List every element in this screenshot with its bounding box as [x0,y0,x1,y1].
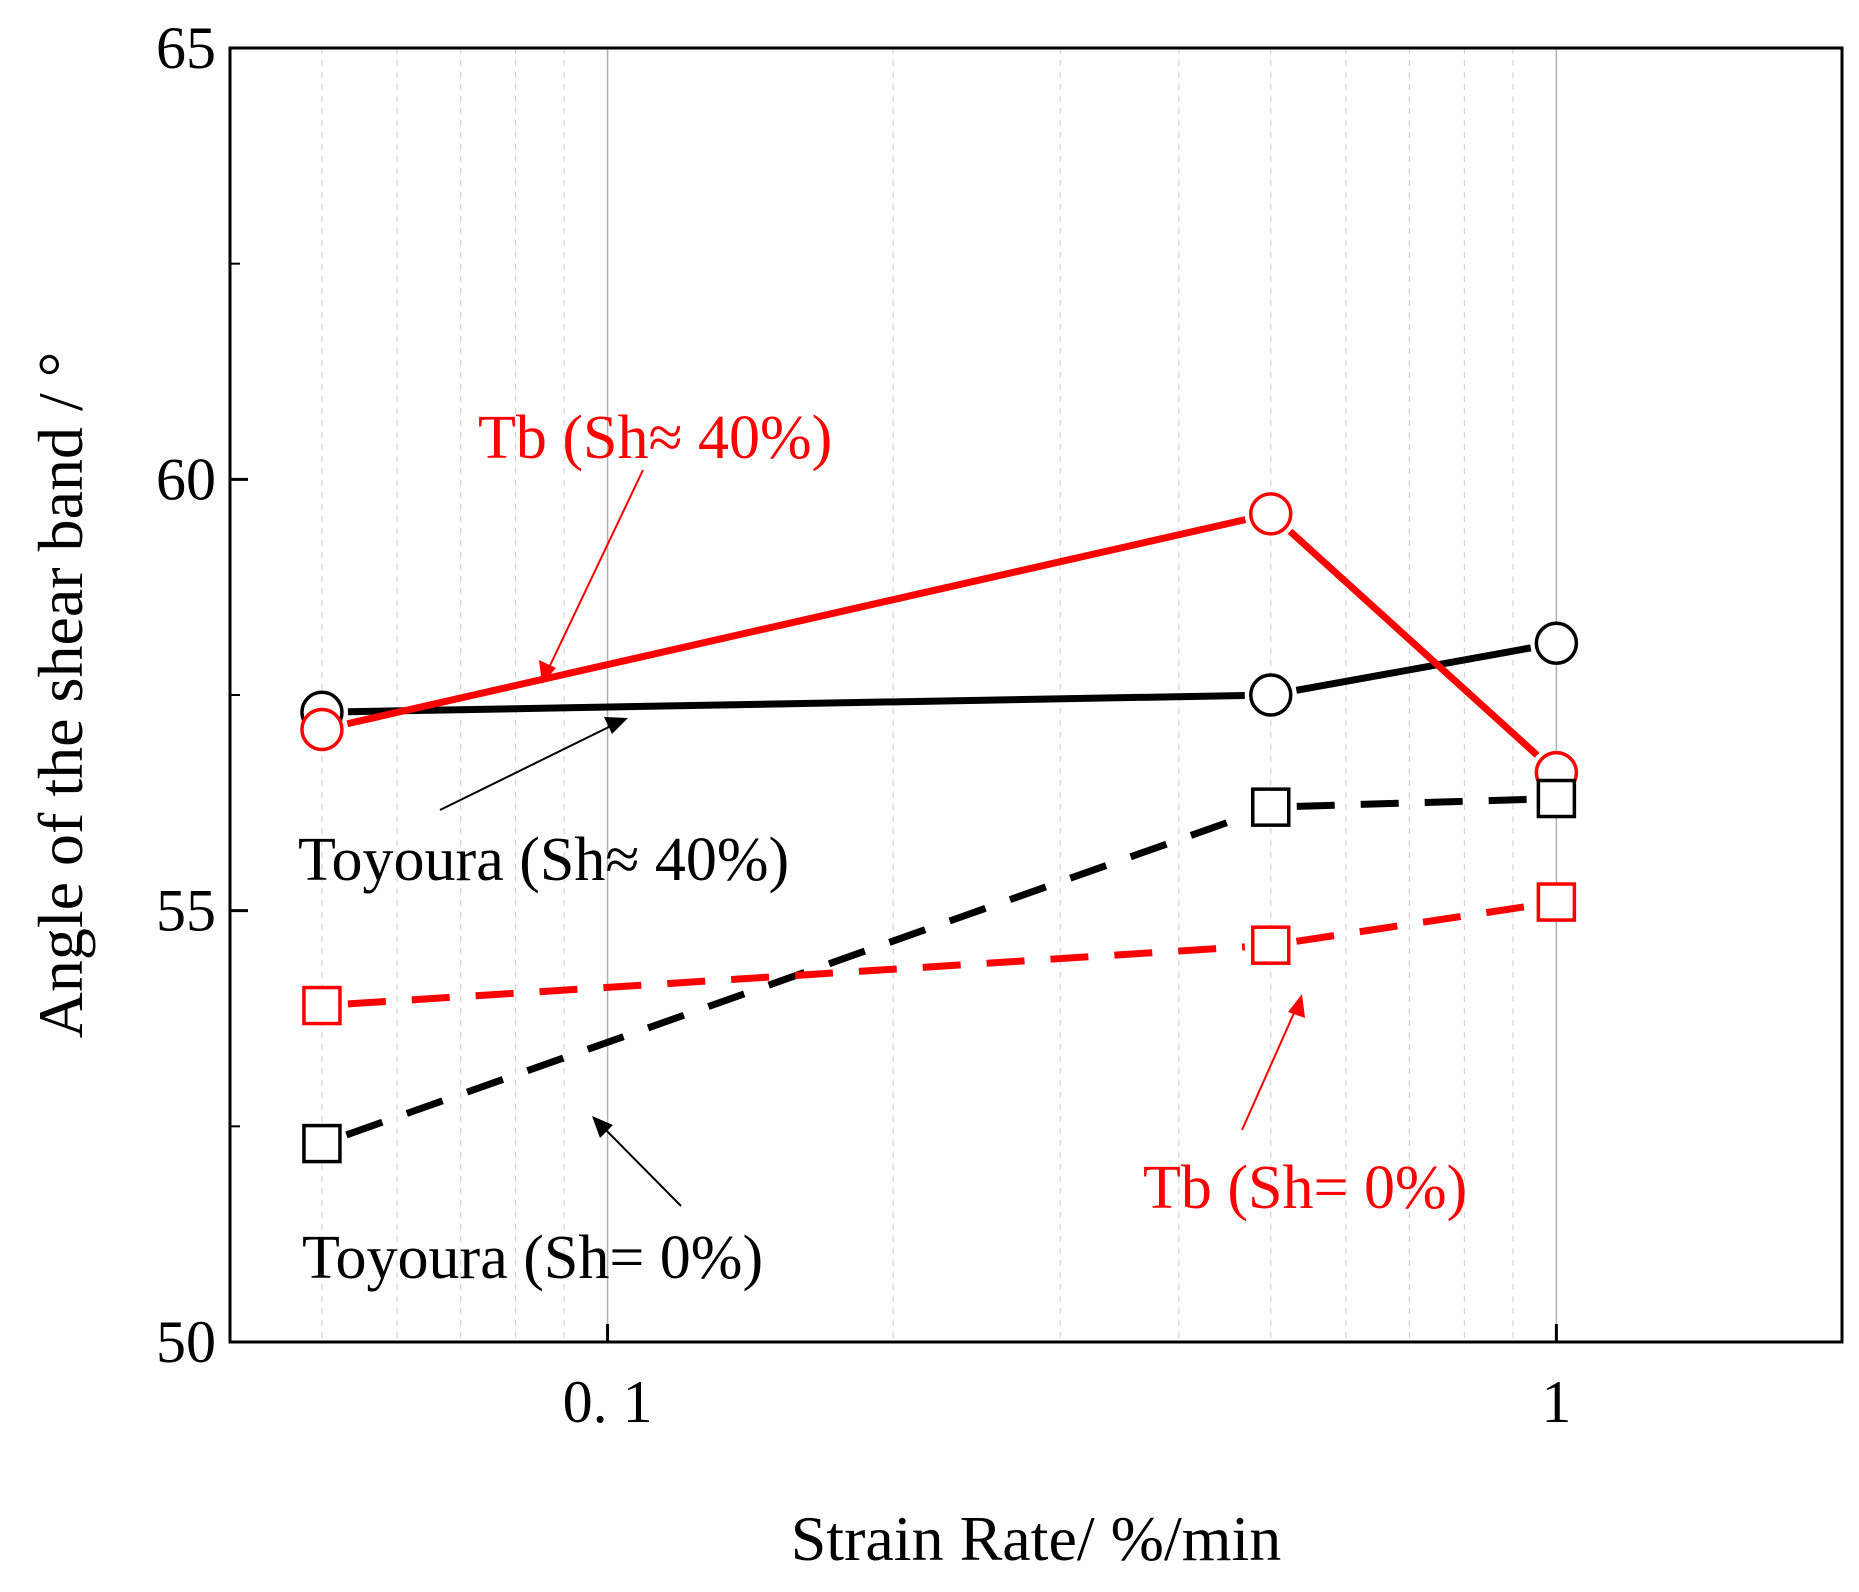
arrow-toyoura-sh40 [439,722,618,811]
data-point-square [1536,778,1577,819]
data-point-square [1251,925,1291,965]
x-tick-label: 0. 1 [563,1369,653,1435]
data-point-square [1251,787,1291,827]
annotation-tb-sh0: Tb (Sh= 0%) [1143,1154,1467,1222]
grid [321,48,1558,1342]
y-tick-label: 65 [156,15,216,81]
series-group [300,492,1579,1164]
data-point-circle [1249,492,1293,536]
annotation-toyoura-sh40: Toyoura (Sh≈ 40%) [298,826,789,894]
arrowhead-tb-sh0 [1288,994,1305,1018]
annotation-tb-sh40: Tb (Sh≈ 40%) [478,404,832,472]
data-point-square [1536,882,1577,922]
data-point-square [302,1123,342,1164]
series-line-segment [1296,795,1531,810]
series-line-segment [347,943,1246,1008]
arrowhead-tb-sh40 [539,660,556,684]
data-point-circle [1249,673,1293,717]
series-line-segment [347,691,1245,716]
y-tick-label: 50 [156,1309,216,1375]
arrow-tb-sh0 [1241,1003,1299,1131]
arrow-tb-sh40 [545,469,644,675]
annotations: Tb (Sh≈ 40%) Toyoura (Sh≈ 40%) Tb (Sh= 0… [298,404,1467,1292]
data-point-circle [300,707,344,752]
x-tick-label: 1 [1541,1369,1571,1435]
series-line-segment [1295,902,1532,945]
series-line-segment [1287,528,1540,758]
y-tick-label: 60 [156,446,216,512]
y-tick-label: 55 [156,878,216,944]
y-axis-label: Angle of the shear band / ° [25,352,96,1039]
series-line-segment [346,516,1247,728]
annotation-toyoura-sh0: Toyoura (Sh= 0%) [302,1224,763,1292]
arrowhead-toyoura-sh40 [604,717,628,734]
series-line-segment [1295,644,1532,694]
series-tb-sh40 [300,492,1579,795]
series-toyoura-sh40 [300,621,1579,735]
data-point-square [302,985,342,1026]
arrowhead-toyoura-sh0 [592,1116,613,1138]
series-tb-sh0 [302,882,1577,1026]
arrow-toyoura-sh0 [599,1123,682,1207]
axis-ticks: 50 55 60 65 0. 1 1 [156,15,1571,1435]
x-axis-label: Strain Rate/ %/min [791,1503,1282,1574]
data-point-circle [1534,621,1579,665]
